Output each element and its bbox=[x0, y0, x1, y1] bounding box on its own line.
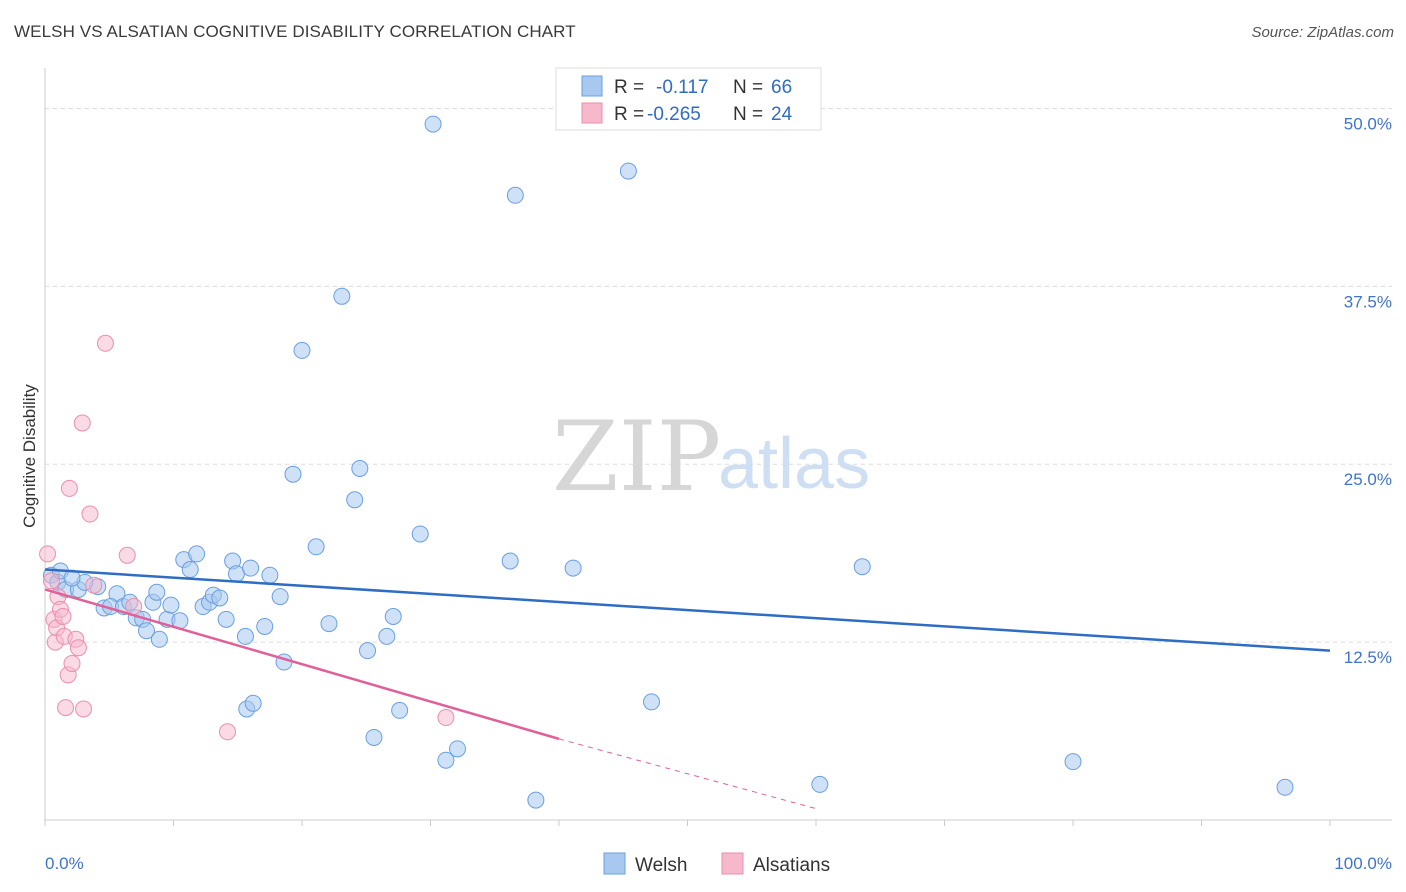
alsatian-points bbox=[39, 334, 455, 741]
alsatian-point bbox=[42, 572, 60, 590]
alsatian-point bbox=[63, 654, 81, 672]
legend-alsatian-n: 24 bbox=[771, 104, 793, 125]
alsatian-point bbox=[118, 546, 136, 564]
welsh-point bbox=[527, 791, 545, 809]
bottom-legend-welsh: Welsh bbox=[635, 855, 687, 876]
welsh-point bbox=[506, 186, 524, 204]
welsh-points bbox=[42, 115, 1294, 809]
alsatian-point bbox=[57, 699, 75, 717]
legend-n-label: N = bbox=[733, 77, 763, 98]
alsatian-point bbox=[85, 576, 103, 594]
welsh-point bbox=[1276, 778, 1294, 796]
welsh-point bbox=[181, 561, 199, 579]
welsh-point bbox=[853, 558, 871, 576]
alsatian-point bbox=[437, 709, 455, 727]
welsh-point bbox=[217, 610, 235, 628]
x-tick-label: 0.0% bbox=[45, 854, 84, 873]
welsh-point bbox=[359, 642, 377, 660]
legend-n-label: N = bbox=[733, 104, 763, 125]
welsh-point bbox=[227, 565, 245, 583]
bottom-legend-swatch-alsatian bbox=[721, 852, 744, 875]
alsatian-point bbox=[39, 545, 57, 563]
legend-r-label: R = bbox=[614, 104, 644, 125]
welsh-point bbox=[643, 693, 661, 711]
welsh-point bbox=[346, 491, 364, 509]
grid-lines bbox=[45, 107, 1392, 643]
alsatian-trend-extension bbox=[558, 738, 817, 810]
alsatian-point bbox=[218, 723, 236, 741]
tick-labels: 12.5% 25.0% 37.5% 50.0% 0.0% 100.0% bbox=[45, 114, 1392, 873]
welsh-point bbox=[150, 630, 168, 648]
y-tick-label: 12.5% bbox=[1344, 648, 1392, 667]
legend-swatch-alsatian bbox=[581, 102, 603, 124]
welsh-point bbox=[1064, 753, 1082, 771]
welsh-point bbox=[261, 566, 279, 584]
legend-welsh-n: 66 bbox=[771, 77, 792, 98]
welsh-point bbox=[448, 740, 466, 758]
welsh-point bbox=[236, 627, 254, 645]
legend-box: R = -0.117 N = 66 R = -0.265 N = 24 bbox=[555, 67, 822, 131]
welsh-point bbox=[271, 588, 289, 606]
chart-title: WELSH VS ALSATIAN COGNITIVE DISABILITY C… bbox=[14, 22, 576, 41]
alsatian-point bbox=[75, 700, 93, 718]
welsh-point bbox=[437, 751, 455, 769]
bottom-legend-alsatian: Alsatians bbox=[753, 855, 830, 876]
source-label: Source: ZipAtlas.com bbox=[1251, 24, 1394, 41]
y-tick-label: 25.0% bbox=[1344, 470, 1392, 489]
alsatian-point bbox=[69, 639, 87, 657]
axes bbox=[44, 68, 1392, 826]
legend-alsatian-r: -0.265 bbox=[647, 104, 701, 125]
alsatian-trend-line bbox=[44, 588, 560, 741]
trend-lines bbox=[44, 568, 1331, 810]
alsatian-point bbox=[60, 479, 78, 497]
watermark-zip: ZIP bbox=[552, 401, 721, 513]
y-tick-label: 37.5% bbox=[1344, 292, 1392, 311]
x-tick-label: 100.0% bbox=[1334, 854, 1392, 873]
welsh-point bbox=[244, 694, 262, 712]
welsh-trend-line bbox=[44, 568, 1331, 652]
alsatian-point bbox=[125, 598, 143, 616]
welsh-point bbox=[424, 115, 442, 133]
welsh-point bbox=[378, 627, 396, 645]
welsh-point bbox=[501, 552, 519, 570]
y-tick-label: 50.0% bbox=[1344, 114, 1392, 133]
welsh-point bbox=[384, 608, 402, 625]
welsh-point bbox=[333, 287, 351, 305]
welsh-point bbox=[564, 559, 582, 577]
alsatian-point bbox=[54, 608, 72, 625]
welsh-point bbox=[365, 728, 383, 746]
welsh-point bbox=[148, 583, 166, 601]
welsh-point bbox=[351, 460, 369, 477]
welsh-point bbox=[284, 465, 302, 483]
alsatian-point bbox=[73, 414, 91, 432]
alsatian-point bbox=[96, 334, 114, 352]
y-axis-title: Cognitive Disability bbox=[20, 384, 39, 528]
welsh-point bbox=[293, 341, 311, 359]
bottom-legend-swatch-welsh bbox=[603, 852, 626, 875]
legend-welsh-r: -0.117 bbox=[656, 77, 708, 98]
welsh-point bbox=[320, 615, 338, 633]
welsh-point bbox=[411, 525, 429, 543]
welsh-point bbox=[391, 701, 409, 719]
welsh-point bbox=[256, 617, 274, 635]
welsh-point bbox=[138, 622, 156, 640]
welsh-point bbox=[211, 589, 229, 607]
welsh-point bbox=[162, 596, 180, 614]
welsh-point bbox=[619, 162, 637, 180]
watermark: ZIP atlas bbox=[552, 401, 870, 513]
alsatian-point bbox=[81, 505, 99, 523]
watermark-atlas: atlas bbox=[718, 424, 870, 504]
welsh-point bbox=[307, 538, 325, 556]
legend-r-label: R = bbox=[614, 77, 644, 98]
welsh-point bbox=[242, 559, 260, 577]
welsh-point bbox=[188, 545, 206, 563]
bottom-legend: Welsh Alsatians bbox=[603, 852, 830, 876]
welsh-point bbox=[811, 775, 829, 793]
legend-swatch-welsh bbox=[581, 75, 603, 97]
